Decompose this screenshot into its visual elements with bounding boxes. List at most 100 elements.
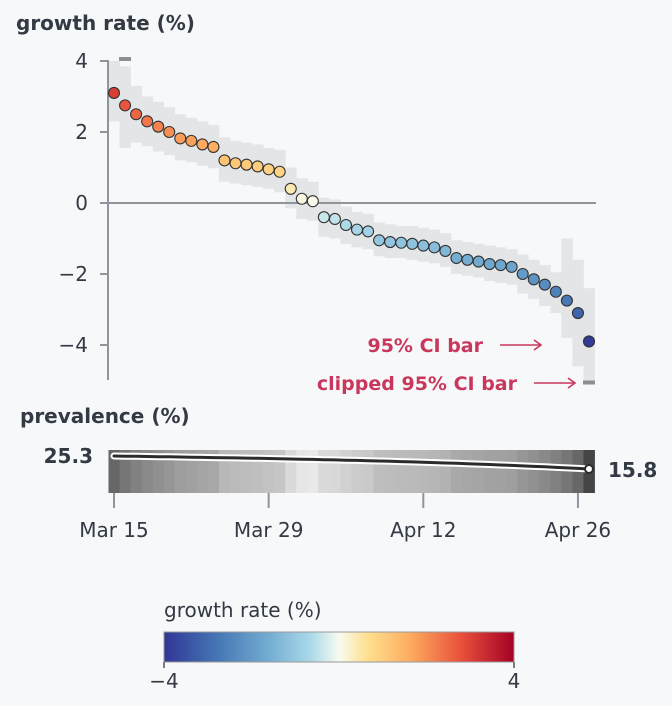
ci-bars [108, 57, 595, 385]
growth-point [152, 120, 165, 133]
prevalence-cell [528, 450, 540, 493]
prevalence-line [112, 454, 591, 471]
prevalence-cell [318, 450, 330, 493]
prevalence-end-label: 15.8 [608, 458, 657, 482]
prevalence-cell [373, 450, 386, 493]
ci-bar [583, 288, 595, 381]
prevalence-cell [218, 450, 231, 493]
prevalence-cell [506, 450, 518, 493]
growth-point [538, 278, 551, 291]
y-tick-label: 0 [75, 191, 88, 215]
growth-point [207, 140, 220, 153]
colorbar [163, 631, 515, 663]
prevalence-cell [130, 450, 143, 493]
growth-point [196, 138, 209, 151]
growth-point [406, 237, 419, 250]
prevalence-cell [439, 450, 452, 493]
growth-point [295, 192, 308, 205]
growth-point [284, 182, 297, 195]
annotation-clipped-ci-bar: clipped 95% CI bar [317, 373, 518, 395]
prevalence-cell [351, 450, 363, 493]
growth-point [582, 335, 596, 348]
growth-point [163, 125, 176, 139]
annotation-ci-arrowhead [533, 339, 543, 351]
prevalence-cell [108, 450, 120, 493]
prevalence-cell [196, 450, 209, 493]
growth-point [251, 160, 264, 173]
x-tick-label: Apr 12 [390, 518, 456, 542]
prevalence-cell [174, 450, 187, 493]
growth-point [262, 163, 275, 176]
prevalence-cell [119, 450, 131, 493]
ci-bar [561, 238, 573, 338]
y-tick-label: −2 [59, 262, 88, 286]
growth-point [560, 294, 573, 307]
prevalence-cell [229, 450, 242, 493]
growth-points [107, 86, 596, 348]
prevalence-title: prevalence (%) [20, 404, 190, 428]
growth-point [483, 258, 496, 271]
annotation-clipped-arrowhead [567, 377, 577, 389]
prevalence-cell [406, 450, 419, 493]
prevalence-cell [274, 450, 286, 493]
annotation-ci-bar: 95% CI bar [367, 335, 483, 357]
growth-point [428, 241, 441, 254]
growth-point [218, 154, 231, 167]
prevalence-cell [484, 450, 496, 493]
growth-point [130, 108, 143, 121]
prevalence-cell [163, 450, 176, 493]
x-tick-label: Apr 26 [545, 518, 611, 542]
growth-point [174, 132, 187, 145]
growth-point [373, 234, 386, 247]
growth-point [185, 134, 198, 147]
growth-point [306, 195, 319, 208]
x-axis-ticks: Mar 15 Mar 29 Apr 12 Apr 26 [79, 493, 611, 542]
growth-point [273, 165, 286, 178]
growth-point [439, 244, 452, 257]
prevalence-cell [307, 450, 319, 493]
chart-title: growth rate (%) [16, 11, 195, 35]
y-tick-label: 2 [75, 120, 88, 144]
prevalence-cell [141, 450, 154, 493]
prevalence-cell [241, 450, 253, 493]
prevalence-cell [461, 450, 474, 493]
growth-point [229, 157, 242, 170]
growth-point [516, 267, 529, 281]
prevalence-start-label: 25.3 [44, 444, 93, 468]
growth-point [571, 306, 585, 320]
growth-point [328, 212, 341, 226]
growth-point [362, 225, 375, 238]
prevalence-cell [329, 450, 341, 493]
prevalence-cell [296, 450, 308, 493]
prevalence-cell [384, 450, 397, 493]
prevalence-cell [550, 450, 562, 493]
growth-point [549, 285, 562, 298]
y-tick-label: 4 [75, 49, 88, 73]
prevalence-cell [450, 450, 463, 493]
x-tick-label: Mar 15 [79, 518, 149, 542]
prevalence-cell [539, 450, 551, 493]
prevalence-cell [185, 450, 198, 493]
prevalence-strip [108, 450, 595, 493]
growth-point [118, 99, 132, 112]
growth-point [339, 218, 353, 232]
prevalence-cell [362, 450, 374, 493]
prevalence-end-dot [584, 464, 594, 474]
prevalence-cell [395, 450, 408, 493]
prevalence-cell [517, 450, 529, 493]
prevalence-cell [473, 450, 485, 493]
prevalence-cell [263, 450, 275, 493]
growth-point [461, 253, 474, 266]
growth-point [505, 260, 518, 273]
y-tick-label: −4 [59, 333, 88, 357]
growth-point [417, 239, 430, 252]
y-axis-ticks: 4 2 0 −2 −4 [59, 49, 108, 357]
growth-point [395, 236, 408, 249]
growth-point [317, 211, 330, 224]
growth-point [384, 236, 397, 249]
growth-point [240, 158, 253, 171]
prevalence-cell [152, 450, 165, 493]
growth-point [472, 255, 485, 268]
growth-point [450, 251, 463, 265]
